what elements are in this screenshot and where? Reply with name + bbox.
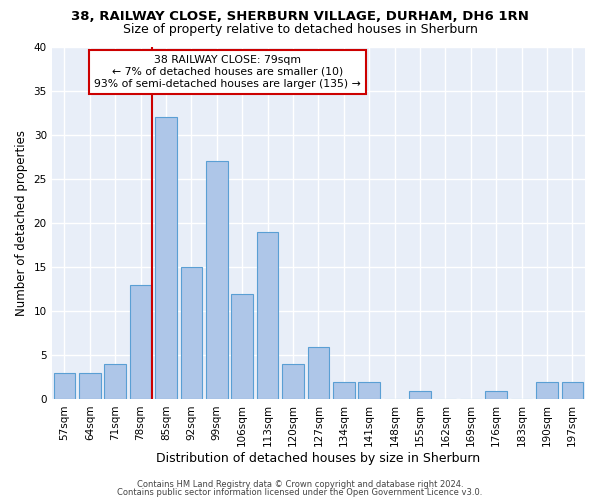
- Bar: [53, 373, 75, 400]
- Text: Size of property relative to detached houses in Sherburn: Size of property relative to detached ho…: [122, 22, 478, 36]
- Text: Contains HM Land Registry data © Crown copyright and database right 2024.: Contains HM Land Registry data © Crown c…: [137, 480, 463, 489]
- Bar: [155, 117, 177, 400]
- Bar: [206, 161, 227, 400]
- Bar: [308, 346, 329, 400]
- Bar: [409, 390, 431, 400]
- Bar: [562, 382, 583, 400]
- Bar: [79, 373, 101, 400]
- Bar: [130, 284, 151, 400]
- Bar: [257, 232, 278, 400]
- Text: 38, RAILWAY CLOSE, SHERBURN VILLAGE, DURHAM, DH6 1RN: 38, RAILWAY CLOSE, SHERBURN VILLAGE, DUR…: [71, 10, 529, 23]
- Text: Contains public sector information licensed under the Open Government Licence v3: Contains public sector information licen…: [118, 488, 482, 497]
- Bar: [536, 382, 557, 400]
- Bar: [282, 364, 304, 400]
- Bar: [333, 382, 355, 400]
- Bar: [181, 267, 202, 400]
- Y-axis label: Number of detached properties: Number of detached properties: [15, 130, 28, 316]
- Bar: [485, 390, 507, 400]
- Bar: [232, 294, 253, 400]
- Bar: [358, 382, 380, 400]
- X-axis label: Distribution of detached houses by size in Sherburn: Distribution of detached houses by size …: [156, 452, 481, 465]
- Bar: [104, 364, 126, 400]
- Text: 38 RAILWAY CLOSE: 79sqm
← 7% of detached houses are smaller (10)
93% of semi-det: 38 RAILWAY CLOSE: 79sqm ← 7% of detached…: [94, 56, 361, 88]
